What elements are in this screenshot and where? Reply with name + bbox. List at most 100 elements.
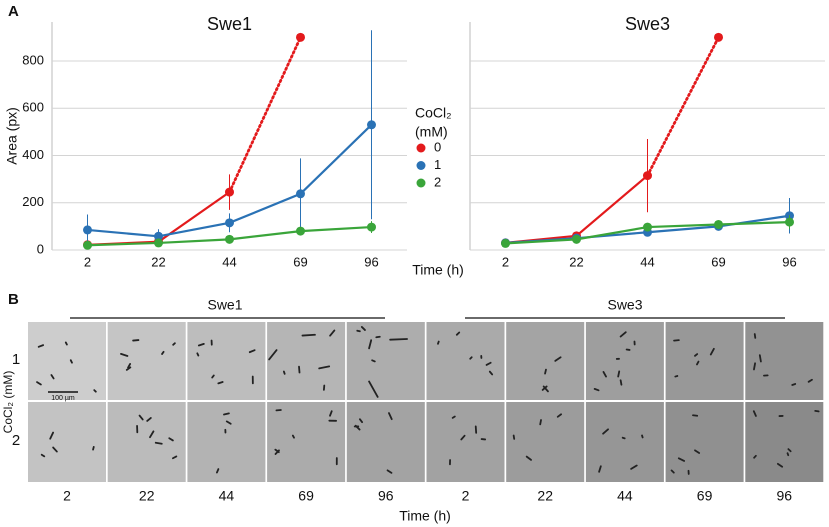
line-dotted [228, 35, 302, 194]
cell [677, 457, 686, 462]
micrograph [346, 402, 425, 482]
cell [196, 352, 200, 357]
cell [786, 452, 790, 457]
cell [617, 370, 621, 378]
cell [172, 342, 176, 346]
point [83, 240, 92, 250]
legend-marker [416, 161, 426, 170]
micrograph [745, 322, 824, 400]
micrograph [665, 322, 744, 400]
cell [40, 453, 46, 458]
micrograph [28, 322, 106, 400]
cell [132, 339, 140, 342]
cell [619, 379, 623, 386]
panel-label: A [8, 3, 19, 20]
y-tick-label: 800 [22, 52, 44, 67]
legend-title: (mM) [415, 124, 448, 140]
cell [451, 415, 456, 419]
cell [554, 356, 562, 362]
cell [69, 359, 73, 364]
legend-label: 0 [434, 139, 441, 154]
x-tick-label: 44 [222, 254, 236, 269]
cell [171, 455, 178, 460]
cell [371, 359, 376, 363]
point [296, 32, 305, 42]
cell [50, 374, 55, 380]
line-dotted [646, 35, 720, 177]
cell [368, 380, 379, 398]
cell [460, 434, 466, 441]
cell [64, 341, 68, 346]
micrograph [745, 402, 824, 482]
point [225, 218, 234, 228]
panel-label: B [8, 291, 19, 308]
scale-bar-label: 100 µm [51, 395, 75, 402]
cell [216, 468, 220, 474]
cell [542, 385, 549, 393]
micrograph [585, 322, 664, 400]
cell [329, 329, 336, 337]
cell [602, 428, 609, 435]
cell [709, 347, 715, 356]
cell [386, 469, 393, 474]
cell [455, 331, 461, 336]
cell [696, 360, 700, 366]
time-label: 2 [63, 488, 71, 504]
cell [93, 389, 97, 393]
legend-title: CoCl₂ [415, 105, 452, 121]
cell [161, 350, 165, 355]
cell [138, 414, 144, 421]
point [714, 219, 723, 229]
legend-marker [416, 143, 426, 153]
point [154, 231, 163, 241]
cell [641, 434, 644, 439]
cell [49, 431, 55, 440]
cell [619, 331, 627, 338]
micrograph [28, 402, 106, 482]
micrograph [107, 402, 186, 482]
micrograph [107, 322, 186, 400]
cell [389, 338, 408, 341]
cell [674, 375, 679, 378]
cell [149, 430, 155, 439]
legend-label: 1 [434, 157, 441, 172]
point [714, 32, 723, 42]
cell [525, 455, 532, 461]
row-axis-label: CoCl₂ (mM) [1, 371, 15, 434]
cell [694, 353, 699, 357]
cell [154, 441, 163, 445]
cell [544, 368, 547, 375]
cell [630, 464, 638, 470]
chart-title: Swe1 [207, 14, 252, 34]
x-tick-label: 22 [151, 254, 165, 269]
x-tick-label: 69 [293, 254, 307, 269]
cell [598, 465, 602, 473]
cell [791, 383, 797, 386]
y-tick-label: 200 [22, 194, 44, 209]
time-label: 22 [139, 488, 155, 504]
cell [814, 410, 820, 413]
cell [127, 363, 132, 369]
cell [217, 381, 224, 385]
cell [437, 340, 440, 345]
row-label: 2 [12, 432, 20, 449]
time-label: 44 [219, 488, 235, 504]
point [225, 234, 234, 244]
x-tick-label: 22 [569, 254, 583, 269]
cell [197, 342, 205, 347]
cell [274, 449, 280, 455]
y-axis-label: Area (px) [4, 107, 20, 165]
legend-label: 2 [434, 174, 441, 189]
cell [318, 365, 331, 370]
point [225, 187, 234, 197]
point [296, 226, 305, 236]
time-label: 96 [378, 488, 394, 504]
cell [488, 370, 494, 376]
cell [92, 446, 95, 451]
time-label: 96 [777, 488, 793, 504]
cell [807, 378, 813, 383]
cell [694, 449, 701, 454]
cell [485, 361, 492, 366]
group-label: Swe3 [607, 297, 642, 313]
